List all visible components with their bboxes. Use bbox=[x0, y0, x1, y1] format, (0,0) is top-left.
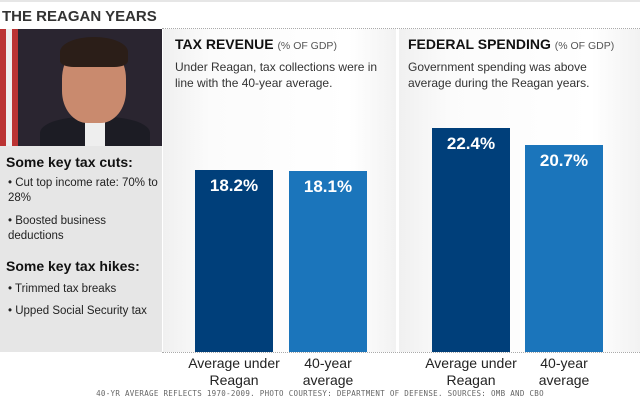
data-label: 20.7% bbox=[539, 151, 589, 170]
bar: 18.1% bbox=[289, 171, 367, 352]
photo-hair bbox=[60, 37, 128, 67]
data-label: 18.2% bbox=[209, 176, 259, 195]
chart-unit: (% OF GDP) bbox=[277, 40, 337, 52]
hikes-heading: Some key tax hikes: bbox=[6, 258, 140, 274]
reagan-photo bbox=[0, 29, 162, 146]
x-label: 40-year average bbox=[302, 355, 354, 388]
page-title: THE REAGAN YEARS bbox=[2, 8, 157, 25]
chart-title: FEDERAL SPENDING (% OF GDP) bbox=[408, 36, 614, 52]
x-label: Average under Reagan bbox=[188, 355, 280, 388]
data-label: 22.4% bbox=[446, 134, 496, 153]
chart-title-text: TAX REVENUE bbox=[175, 36, 274, 52]
list-item: Cut top income rate: 70% to 28% bbox=[8, 176, 158, 206]
x-label: 40-year average bbox=[538, 355, 590, 388]
data-label: 18.1% bbox=[303, 177, 353, 196]
bar: 18.2% bbox=[195, 170, 273, 352]
chart-description: Government spending was above average du… bbox=[408, 60, 590, 90]
list-item: Upped Social Security tax bbox=[8, 304, 158, 319]
bar: 22.4% bbox=[432, 128, 510, 352]
footer-note: 40-YR AVERAGE REFLECTS 1970-2009. PHOTO … bbox=[96, 389, 544, 398]
list-item: Boosted business deductions bbox=[8, 214, 158, 244]
bar: 20.7% bbox=[525, 145, 603, 352]
photo-shirt bbox=[85, 119, 105, 146]
chart-title-text: FEDERAL SPENDING bbox=[408, 36, 551, 52]
chart-unit: (% OF GDP) bbox=[554, 40, 615, 52]
tax-sidebar: Some key tax cuts: Cut top income rate: … bbox=[0, 146, 162, 352]
list-item: Trimmed tax breaks bbox=[8, 282, 158, 297]
chart-description: Under Reagan, tax collections were in li… bbox=[175, 60, 378, 90]
chart-title: TAX REVENUE (% OF GDP) bbox=[175, 36, 337, 52]
divider bbox=[162, 28, 640, 29]
baseline bbox=[162, 352, 640, 353]
x-label: Average under Reagan bbox=[425, 355, 517, 388]
cuts-heading: Some key tax cuts: bbox=[6, 154, 133, 170]
top-rule bbox=[0, 0, 640, 2]
